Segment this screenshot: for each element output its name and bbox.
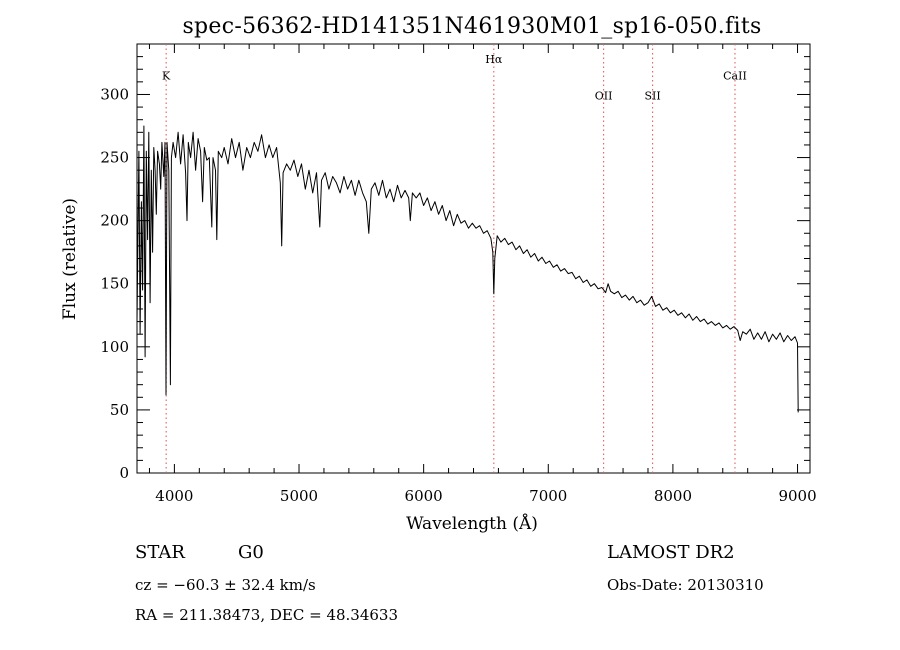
spectrum-line	[136, 125, 799, 413]
y-tick-label: 250	[100, 149, 129, 167]
x-tick-label: 9000	[778, 487, 816, 505]
y-tick-label: 50	[110, 401, 129, 419]
y-axis-label: Flux (relative)	[60, 198, 80, 320]
plot-frame	[136, 43, 811, 474]
coordinates-readout: RA = 211.38473, DEC = 48.34633	[135, 606, 398, 624]
object-subclass: G0	[238, 542, 264, 563]
spectral-line-markers: K Hα OII SII CaII	[162, 44, 747, 473]
y-tick-label: 150	[100, 275, 129, 293]
survey-name: LAMOST DR2	[607, 542, 735, 563]
observation-date: Obs-Date: 20130310	[607, 576, 764, 594]
x-tick-label: 4000	[155, 487, 193, 505]
y-tick-label: 300	[100, 85, 129, 103]
x-tick-label: 8000	[654, 487, 692, 505]
chart-title: spec-56362-HD141351N461930M01_sp16-050.f…	[182, 14, 761, 39]
line-marker-label: CaII	[723, 69, 747, 82]
line-marker-label: Hα	[485, 53, 503, 66]
y-tick-label: 200	[100, 212, 129, 230]
x-tick-label: 5000	[280, 487, 318, 505]
line-marker-label: SII	[644, 90, 660, 103]
line-marker-label: OII	[595, 90, 613, 103]
object-class: STAR	[135, 542, 185, 563]
x-axis-label: Wavelength (Å)	[406, 513, 538, 534]
line-marker-label: K	[162, 69, 171, 82]
redshift-readout: cz = −60.3 ± 32.4 km/s	[135, 576, 316, 594]
x-tick-label: 6000	[405, 487, 443, 505]
x-tick-label: 7000	[529, 487, 567, 505]
y-tick-label: 100	[100, 338, 129, 356]
y-tick-label: 0	[119, 464, 129, 482]
axis-ticks: 4000 5000 6000 7000 8000 9000 0 50 100 150 200 250 3…	[100, 44, 817, 505]
spectrum-series	[136, 125, 799, 413]
